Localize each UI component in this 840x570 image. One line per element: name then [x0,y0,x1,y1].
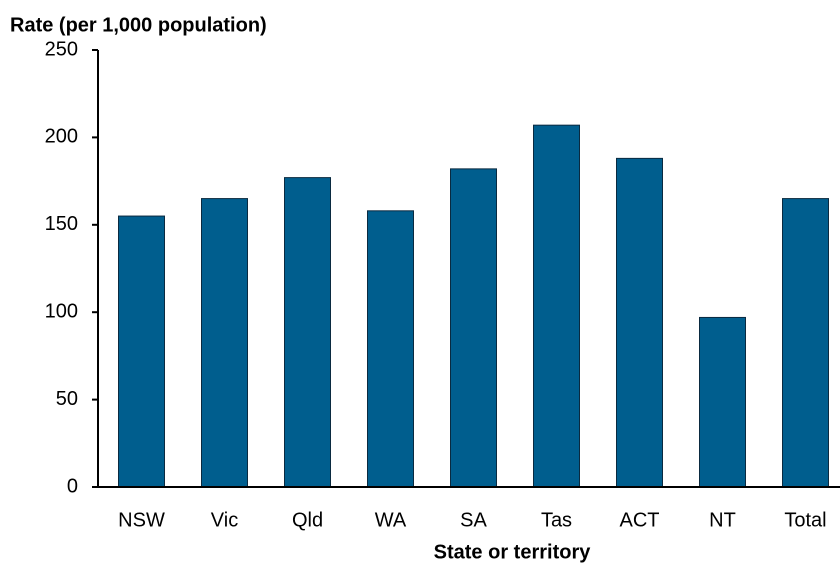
x-tick-label: NSW [118,509,165,531]
x-tick-label: NT [709,509,736,531]
bar [284,177,331,488]
bar [782,198,829,488]
x-tick-label: Qld [292,509,323,531]
y-tick-label: 250 [45,38,78,60]
bar [201,198,248,488]
x-tick-label: WA [375,509,407,531]
x-tick-label: Tas [541,509,572,531]
bar [450,168,497,488]
bar [616,157,663,488]
x-tick-label: SA [460,509,487,531]
y-axis-title: Rate (per 1,000 population) [10,14,267,36]
y-tick-label: 200 [45,126,78,148]
y-tick-label: 150 [45,213,78,235]
y-tick-label: 100 [45,300,78,322]
bar [533,124,580,488]
x-axis-title: State or territory [434,541,592,563]
bar [118,215,165,488]
y-tick-label: 50 [56,388,78,410]
x-tick-label: Total [784,509,826,531]
bar [699,316,746,488]
x-tick-label: ACT [620,509,660,531]
bar [367,210,414,488]
y-tick-label: 0 [67,475,78,497]
x-tick-label: Vic [211,509,238,531]
